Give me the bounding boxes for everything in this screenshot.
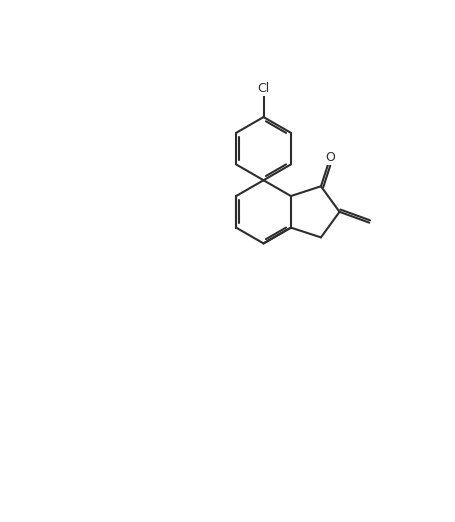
- Text: Cl: Cl: [257, 82, 269, 95]
- Text: O: O: [324, 151, 334, 164]
